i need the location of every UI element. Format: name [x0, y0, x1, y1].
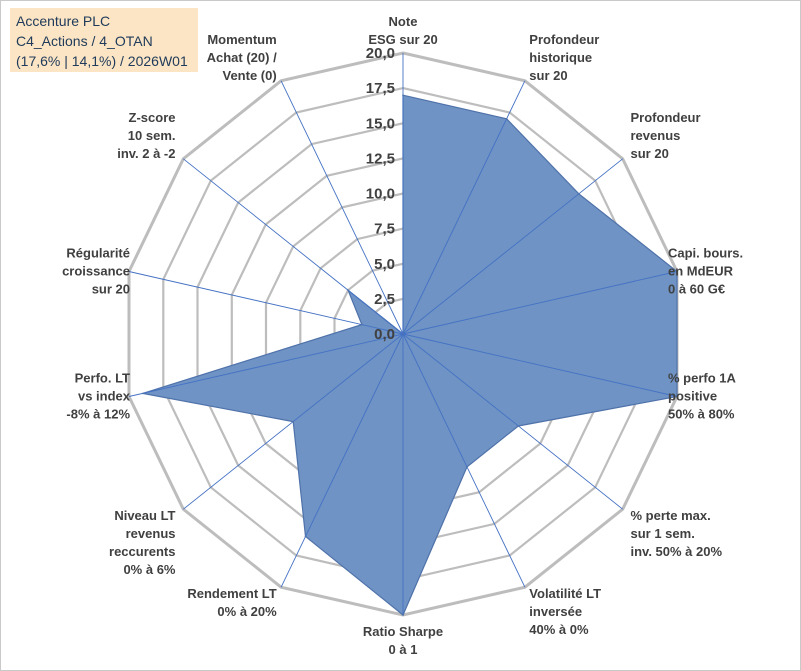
- axis-label: Note ESG sur 20: [368, 14, 437, 47]
- axis-label-line: revenus: [631, 128, 681, 143]
- axis-label-line: 0 à 1: [389, 642, 418, 657]
- axis-label-line: % perfo 1A: [668, 371, 737, 386]
- axis-label: Z-score 10 sem. inv. 2 à -2: [117, 110, 175, 161]
- axis-label: Profondeur revenus sur 20: [631, 110, 701, 161]
- radial-tick-label: 17,5: [366, 80, 395, 97]
- axis-label-line: inv. 2 à -2: [117, 146, 175, 161]
- radial-tick-label: 12,5: [366, 150, 395, 167]
- axis-label: Perfo. LT vs index -8% à 12%: [66, 371, 130, 422]
- axis-label: % perte max. sur 1 sem. inv. 50% à 20%: [631, 508, 723, 559]
- radial-tick-label: 2,5: [374, 291, 395, 308]
- data-point: [347, 289, 349, 292]
- data-point: [402, 94, 404, 96]
- axis-label-line: inversée: [529, 604, 582, 619]
- chart-title-box: Accenture PLC C4_Actions / 4_OTAN (17,6%…: [10, 8, 198, 72]
- data-point: [676, 395, 678, 398]
- axis-label-line: reccurents: [109, 544, 175, 559]
- radial-tick-label: 20,0: [366, 45, 395, 62]
- data-point: [505, 118, 508, 120]
- axis-label-line: 50% à 80%: [668, 407, 735, 422]
- axis-label-line: Régularité: [66, 246, 130, 261]
- axis-label-line: revenus: [126, 526, 176, 541]
- data-point: [292, 420, 295, 423]
- axis-label-line: Profondeur: [529, 32, 599, 47]
- axis-label-line: Perfo. LT: [75, 371, 130, 386]
- title-category: C4_Actions / 4_OTAN: [16, 33, 153, 49]
- radial-tick-label: 10,0: [366, 186, 395, 203]
- axis-label-line: ESG sur 20: [368, 32, 437, 47]
- axis-label-line: Profondeur: [631, 110, 701, 125]
- data-point: [402, 333, 404, 335]
- axis-spoke: [402, 271, 678, 335]
- axis-label-line: Capi. bours.: [668, 246, 743, 261]
- axis-label: Régularité croissance sur 20: [62, 246, 130, 297]
- data-point: [466, 466, 468, 468]
- axis-label-line: historique: [529, 50, 592, 65]
- axis-label-line: Niveau LT: [114, 508, 175, 523]
- axis-label-line: inv. 50% à 20%: [631, 544, 723, 559]
- axis-label: Profondeur historique sur 20: [529, 32, 599, 83]
- radial-tick-label: 5,0: [374, 256, 395, 273]
- axis-label-line: Vente (0): [223, 68, 277, 83]
- axis-spoke: [128, 333, 404, 397]
- data-point: [676, 270, 678, 273]
- axis-spoke: [128, 271, 404, 335]
- data-point: [141, 392, 144, 395]
- axis-label-line: 0% à 6%: [123, 562, 175, 577]
- axis-label: Ratio Sharpe 0 à 1: [363, 624, 443, 657]
- axis-label-line: Achat (20) /: [207, 50, 277, 65]
- axis-label-line: sur 1 sem.: [631, 526, 695, 541]
- data-point: [517, 425, 520, 427]
- axis-label: % perfo 1A positive 50% à 80%: [668, 371, 737, 422]
- title-stats: (17,6% | 14,1%) / 2026W01: [16, 53, 188, 69]
- axis-label-line: 40% à 0%: [529, 622, 589, 637]
- data-series-area: [142, 94, 678, 616]
- axis-spoke: [280, 333, 404, 588]
- data-point: [402, 614, 404, 616]
- axis-spoke: [402, 158, 623, 335]
- axis-label: Rendement LT 0% à 20%: [187, 586, 277, 619]
- axis-label-line: Ratio Sharpe: [363, 624, 443, 639]
- data-point: [578, 193, 580, 195]
- axis-spoke: [280, 80, 404, 335]
- axis-label: Capi. bours. en MdEUR 0 à 60 G€: [668, 246, 743, 297]
- axis-label-line: sur 20: [92, 282, 130, 297]
- axis-spoke: [402, 333, 526, 588]
- axis-label-line: Volatilité LT: [529, 586, 601, 601]
- axis-spoke: [402, 80, 526, 335]
- axis-label-line: Note: [389, 14, 418, 29]
- axis-spoke: [183, 158, 404, 335]
- axis-spoke: [402, 333, 623, 510]
- axis-label-line: -8% à 12%: [66, 407, 130, 422]
- axis-label: Momentum Achat (20) / Vente (0): [207, 32, 277, 83]
- radial-tick-label: 7,5: [374, 221, 395, 238]
- radial-tick-label: 0,0: [374, 326, 395, 343]
- axis-label-line: 0 à 60 G€: [668, 282, 725, 297]
- axis-label: Niveau LT revenus reccurents 0% à 6%: [109, 508, 176, 577]
- axis-label-line: positive: [668, 389, 717, 404]
- axis-label-line: Z-score: [129, 110, 176, 125]
- axis-label-line: % perte max.: [631, 508, 711, 523]
- radial-tick-label: 15,0: [366, 115, 395, 132]
- axis-label: Volatilité LT inversée 40% à 0%: [529, 586, 601, 637]
- axis-label-line: 0% à 20%: [217, 604, 277, 619]
- axis-label-line: 10 sem.: [128, 128, 176, 143]
- axis-label-line: sur 20: [631, 146, 669, 161]
- data-point: [304, 535, 307, 538]
- axis-label-line: en MdEUR: [668, 264, 734, 279]
- data-point: [361, 323, 363, 326]
- axis-label-line: croissance: [62, 264, 130, 279]
- axis-label-line: Rendement LT: [187, 586, 276, 601]
- axis-spoke: [402, 333, 678, 397]
- title-company: Accenture PLC: [16, 13, 111, 29]
- axis-label-line: Momentum: [207, 32, 276, 47]
- axis-label-line: sur 20: [529, 68, 567, 83]
- axis-label-line: vs index: [78, 389, 131, 404]
